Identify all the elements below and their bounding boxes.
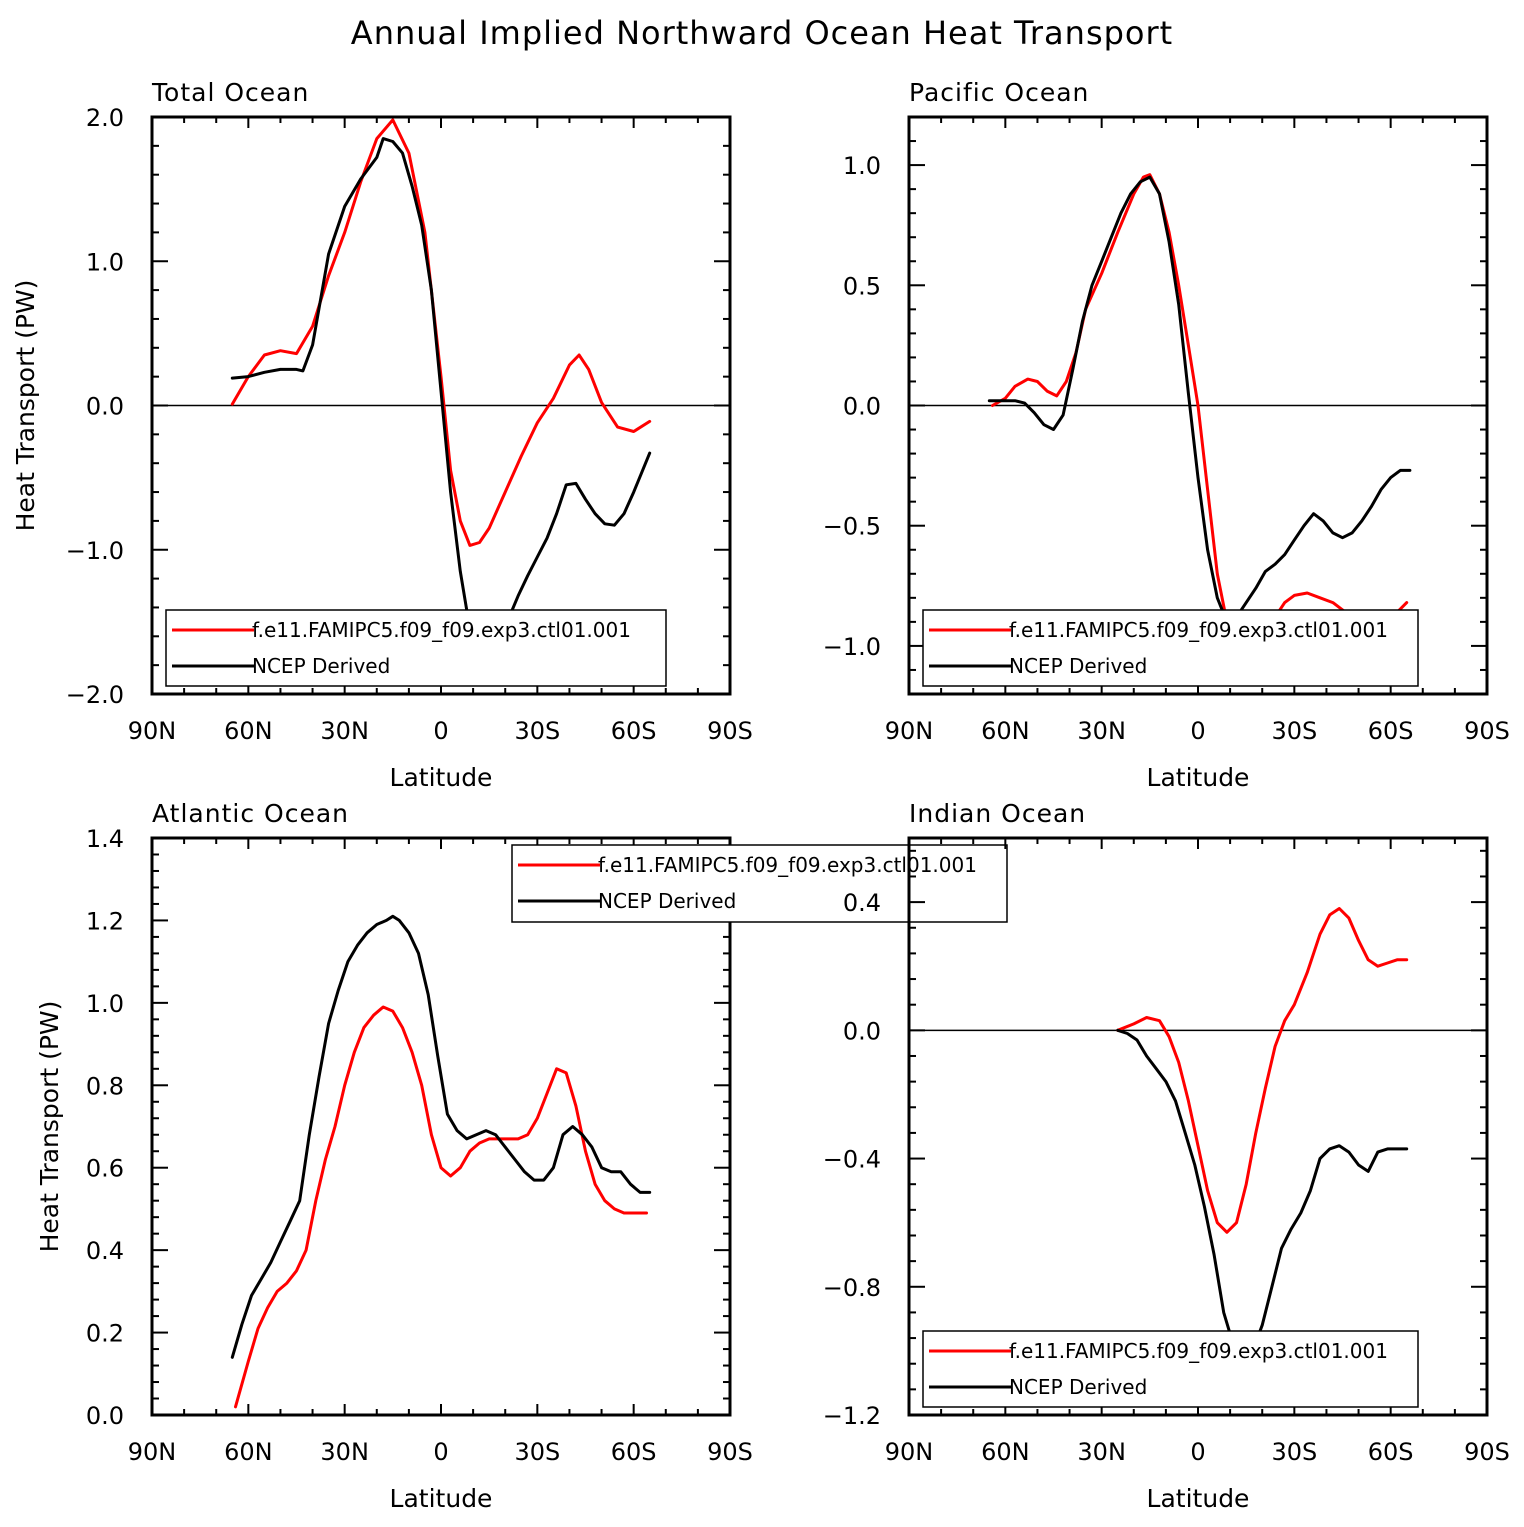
legend-label: f.e11.FAMIPC5.f09_f09.exp3.ctl01.001 <box>1009 618 1388 642</box>
legend-label: NCEP Derived <box>252 654 390 678</box>
y-tick-label: −0.5 <box>823 513 881 541</box>
ncep-series-line <box>987 175 1412 624</box>
legend-label: f.e11.FAMIPC5.f09_f09.exp3.ctl01.001 <box>598 853 977 877</box>
y-tick-label: −1.2 <box>823 1402 881 1430</box>
page-title: Annual Implied Northward Ocean Heat Tran… <box>350 14 1174 52</box>
legend: f.e11.FAMIPC5.f09_f09.exp3.ctl01.001 NCEP… <box>165 609 667 687</box>
chart-panel-3: 90N 60N 30N 0 30S 60S 90S 0.0 0.2 0.4 0.6 0.8 1.0 1.2… <box>35 799 1008 1513</box>
y-tick-label: −0.8 <box>823 1274 881 1302</box>
plot-frame <box>907 115 1489 696</box>
y-tick-label: 2.0 <box>86 104 124 132</box>
x-tick-label: 30N <box>320 717 369 745</box>
x-tick-label: 60S <box>611 717 657 745</box>
x-axis-title: Latitude <box>1147 1484 1250 1513</box>
x-tick-label: 90S <box>707 1438 753 1466</box>
x-tick-label: 90N <box>128 1438 177 1466</box>
legend-box <box>511 844 1008 923</box>
chart-panel-1: 90N 60N 30N 0 30S 60S 90S 2.0 1.0 0.0 −1.0 −2.0 Tota… <box>11 78 753 792</box>
y-tick-label: 1.4 <box>86 825 124 853</box>
legend-label: NCEP Derived <box>598 889 736 913</box>
legend-label: NCEP Derived <box>1009 1375 1147 1399</box>
x-tick-label: 30N <box>320 1438 369 1466</box>
plot-frame <box>907 836 1489 1417</box>
y-tick-label: 0.0 <box>843 1017 881 1045</box>
legend-box <box>165 609 667 687</box>
x-tick-label: 90S <box>707 717 753 745</box>
y-tick-label: 0.0 <box>86 393 124 421</box>
plot-frame <box>150 115 732 696</box>
y-tick-label: 1.0 <box>86 990 124 1018</box>
y-tick-label: −0.4 <box>823 1146 881 1174</box>
model-series-line <box>991 173 1409 655</box>
x-tick-label: 0 <box>433 1438 448 1466</box>
model-series-line <box>1116 907 1409 1234</box>
panel-title: Indian Ocean <box>909 799 1086 828</box>
x-tick-label: 60S <box>1368 717 1414 745</box>
x-tick-label: 60N <box>981 1438 1030 1466</box>
x-tick-label: 30N <box>1077 1438 1126 1466</box>
x-tick-label: 60N <box>224 1438 273 1466</box>
x-tick-label: 90N <box>128 717 177 745</box>
y-tick-label: 0.5 <box>843 272 881 300</box>
x-axis-title: Latitude <box>1147 763 1250 792</box>
ncep-series-line <box>230 914 652 1359</box>
x-tick-label: 30S <box>1271 1438 1317 1466</box>
x-tick-label: 30S <box>1271 717 1317 745</box>
legend-label: NCEP Derived <box>1009 654 1147 678</box>
legend: f.e11.FAMIPC5.f09_f09.exp3.ctl01.001 NCEP… <box>922 609 1419 687</box>
chart-panel-4: 90N 60N 30N 0 30S 60S 90S 0.4 0.0 −0.4 −0.8 −1.2 Ind… <box>823 799 1510 1513</box>
x-axis-title: Latitude <box>390 1484 493 1513</box>
y-axis-title: Heat Transport (PW) <box>35 1001 64 1253</box>
chart-panel-2: 90N 60N 30N 0 30S 60S 90S 1.0 0.5 0.0 −0.5 −1.0 Paci… <box>823 78 1510 792</box>
y-tick-label: 0.0 <box>86 1402 124 1430</box>
x-tick-label: 90S <box>1464 1438 1510 1466</box>
y-tick-label: −1.0 <box>823 633 881 661</box>
panel-title: Pacific Ocean <box>909 78 1089 107</box>
ncep-series-line <box>230 137 652 650</box>
x-tick-label: 90S <box>1464 717 1510 745</box>
panel-title: Atlantic Ocean <box>152 799 349 828</box>
y-tick-label: −2.0 <box>66 681 124 709</box>
x-tick-label: 30S <box>514 717 560 745</box>
y-tick-label: 0.2 <box>86 1320 124 1348</box>
x-tick-label: 90N <box>885 1438 934 1466</box>
y-tick-label: 0.8 <box>86 1072 124 1100</box>
y-tick-label: 1.2 <box>86 907 124 935</box>
y-tick-label: 1.0 <box>86 248 124 276</box>
legend-box <box>922 1330 1419 1408</box>
x-axis-title: Latitude <box>390 763 493 792</box>
legend: f.e11.FAMIPC5.f09_f09.exp3.ctl01.001 NCEP… <box>922 1330 1419 1408</box>
y-tick-label: 0.4 <box>843 889 881 917</box>
panel-title: Total Ocean <box>151 78 309 107</box>
y-tick-label: 0.6 <box>86 1155 124 1183</box>
model-series-line <box>230 118 652 547</box>
x-tick-label: 60N <box>224 717 273 745</box>
legend-label: f.e11.FAMIPC5.f09_f09.exp3.ctl01.001 <box>252 618 631 642</box>
plot-frame <box>150 836 732 1417</box>
x-tick-label: 0 <box>433 717 448 745</box>
x-tick-label: 90N <box>885 717 934 745</box>
model-series-line <box>234 1005 648 1409</box>
x-tick-label: 60S <box>611 1438 657 1466</box>
x-tick-label: 30N <box>1077 717 1126 745</box>
x-tick-label: 60N <box>981 717 1030 745</box>
x-tick-label: 30S <box>514 1438 560 1466</box>
legend: f.e11.FAMIPC5.f09_f09.exp3.ctl01.001 NCEP… <box>511 844 1008 923</box>
y-axis-title: Heat Transport (PW) <box>11 280 40 532</box>
legend-box <box>922 609 1419 687</box>
x-tick-label: 60S <box>1368 1438 1414 1466</box>
x-tick-label: 0 <box>1190 1438 1205 1466</box>
y-tick-label: 1.0 <box>843 152 881 180</box>
y-tick-label: 0.4 <box>86 1237 124 1265</box>
x-tick-label: 0 <box>1190 717 1205 745</box>
legend-label: f.e11.FAMIPC5.f09_f09.exp3.ctl01.001 <box>1009 1339 1388 1363</box>
ncep-series-line <box>1116 1028 1409 1369</box>
y-tick-label: 0.0 <box>843 393 881 421</box>
y-tick-label: −1.0 <box>66 537 124 565</box>
